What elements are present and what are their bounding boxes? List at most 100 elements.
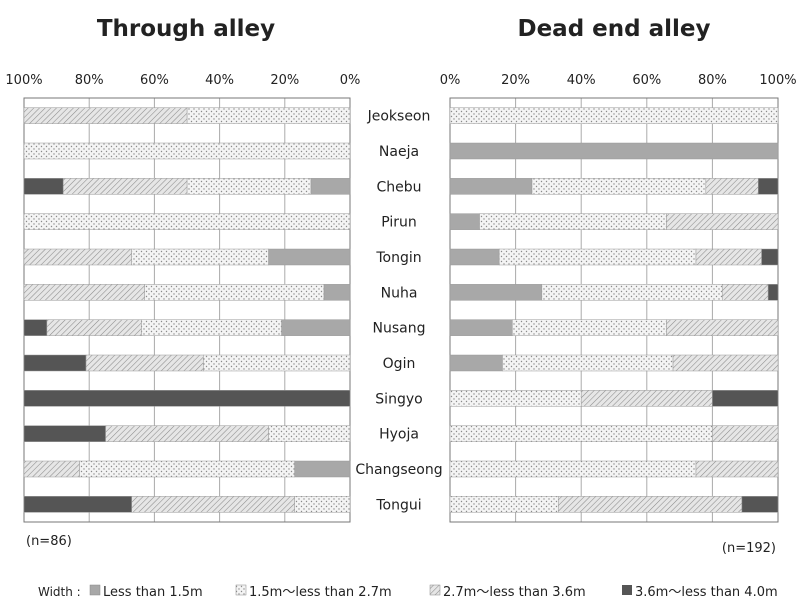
left-bar-changseong-segment-3 bbox=[23, 460, 80, 478]
right-x-tick-label: 0% bbox=[440, 73, 461, 88]
right-bar-tongin-segment-1 bbox=[449, 248, 500, 266]
right-plot-frame bbox=[449, 97, 779, 523]
left-bar-ogin-segment-2 bbox=[203, 354, 351, 372]
right-bar-singyo-segment-2 bbox=[449, 390, 582, 407]
right-bar-singyo-segment-3 bbox=[580, 390, 713, 407]
category-label: Naeja bbox=[379, 144, 419, 160]
left-bar-hyoja-segment-3 bbox=[105, 425, 269, 442]
right-bar-pirun-segment-1 bbox=[449, 213, 480, 230]
category-label: Ogin bbox=[383, 356, 416, 372]
category-label: Pirun bbox=[381, 215, 417, 231]
left-x-tick-label: 100% bbox=[5, 73, 42, 88]
category-label: Changseong bbox=[355, 462, 442, 478]
right-bar-tongin-segment-4 bbox=[761, 248, 779, 266]
left-bar-tongui-segment-3 bbox=[131, 496, 295, 513]
category-labels: Jeokseon Naeja Chebu Pirun Tongin Nuha Nusang O… bbox=[355, 109, 442, 514]
right-n-label: (n=192) bbox=[722, 541, 776, 556]
left-bar-pirun-segment-2 bbox=[23, 213, 351, 230]
left-bar-nusang-segment-3 bbox=[46, 319, 142, 336]
right-x-tick-label: 80% bbox=[698, 73, 727, 88]
right-bar-changseong-segment-3 bbox=[695, 460, 779, 478]
left-bar-nusang-segment-1 bbox=[281, 319, 351, 336]
left-x-tick-label: 20% bbox=[270, 73, 299, 88]
category-label: Hyoja bbox=[379, 427, 419, 443]
right-bar-changseong-segment-2 bbox=[449, 460, 697, 478]
right-bar-pirun-segment-3 bbox=[666, 213, 779, 230]
left-bar-nuha-segment-1 bbox=[323, 284, 351, 301]
left-bar-singyo-segment-4 bbox=[23, 390, 351, 407]
left-bar-hyoja-segment-4 bbox=[23, 425, 106, 442]
right-panel-title: Dead end alley bbox=[517, 16, 710, 42]
left-gridlines bbox=[88, 98, 286, 522]
left-bar-changseong-segment-1 bbox=[294, 460, 351, 478]
right-bar-nusang-segment-1 bbox=[449, 319, 513, 336]
right-bar-nuha-segment-2 bbox=[541, 284, 723, 301]
right-x-tick-label: 40% bbox=[567, 73, 596, 88]
legend-label-4: 3.6m～less than 4.0m bbox=[635, 585, 778, 600]
right-gridlines bbox=[515, 98, 713, 522]
right-bar-chebu-segment-2 bbox=[531, 178, 707, 195]
right-bar-tongui-segment-2 bbox=[449, 496, 559, 513]
right-bar-pirun-segment-2 bbox=[479, 213, 667, 230]
right-bar-tongui-segment-3 bbox=[557, 496, 743, 513]
right-bar-tongui-segment-4 bbox=[741, 496, 779, 513]
right-bar-hyoja-segment-3 bbox=[712, 425, 779, 442]
left-plot-frame bbox=[23, 97, 351, 523]
left-bar-chebu-segment-2 bbox=[186, 178, 312, 195]
left-x-tick-label: 0% bbox=[340, 73, 361, 88]
right-x-tick-label: 100% bbox=[759, 73, 796, 88]
right-bar-singyo-segment-4 bbox=[712, 390, 779, 407]
category-label: Singyo bbox=[375, 391, 422, 407]
left-bar-chebu-segment-1 bbox=[310, 178, 351, 195]
left-panel-title: Through alley bbox=[97, 16, 275, 42]
left-bar-nuha-segment-3 bbox=[23, 284, 145, 301]
legend: Width : Less than 1.5m 1.5m～less than 2.… bbox=[38, 584, 778, 600]
left-bar-chebu-segment-3 bbox=[62, 178, 188, 195]
left-x-tick-label: 60% bbox=[140, 73, 169, 88]
legend-label-1: Less than 1.5m bbox=[103, 585, 203, 600]
category-label: Tongui bbox=[375, 497, 421, 513]
category-label: Jeokseon bbox=[367, 109, 431, 125]
left-bar-tongin-segment-1 bbox=[268, 248, 351, 266]
category-label: Tongin bbox=[375, 250, 421, 266]
right-bar-nusang-segment-2 bbox=[512, 319, 667, 336]
right-bar-nuha-segment-1 bbox=[449, 284, 543, 301]
legend-swatch-2 bbox=[235, 584, 247, 596]
right-bar-chebu-segment-3 bbox=[705, 178, 759, 195]
left-bar-nusang-segment-2 bbox=[141, 319, 282, 336]
left-bar-ogin-segment-3 bbox=[85, 354, 204, 372]
right-x-tick-labels: 0% 20% 40% 60% 80% 100% bbox=[440, 73, 797, 88]
left-bar-nusang-segment-4 bbox=[23, 319, 48, 336]
left-bar-jeokseon-segment-2 bbox=[186, 107, 351, 124]
legend-swatch-4 bbox=[622, 585, 632, 595]
legend-label-3: 2.7m～less than 3.6m bbox=[443, 585, 586, 600]
left-bar-ogin-segment-4 bbox=[23, 354, 87, 372]
legend-swatch-3 bbox=[429, 584, 441, 596]
right-bar-tongin-segment-2 bbox=[498, 248, 697, 266]
category-label: Nuha bbox=[381, 285, 418, 301]
legend-prefix: Width : bbox=[38, 585, 81, 599]
right-bar-jeokseon-segment-2 bbox=[449, 107, 779, 124]
right-bar-ogin-segment-3 bbox=[672, 354, 779, 372]
right-bar-naeja-segment-1 bbox=[449, 142, 779, 160]
left-bar-jeokseon-segment-3 bbox=[23, 107, 188, 124]
left-bar-tongui-segment-2 bbox=[294, 496, 351, 513]
legend-label-2: 1.5m～less than 2.7m bbox=[249, 585, 392, 600]
left-bar-chebu-segment-4 bbox=[23, 178, 64, 195]
left-x-tick-label: 80% bbox=[75, 73, 104, 88]
right-bar-nusang-segment-3 bbox=[666, 319, 779, 336]
right-bar-ogin-segment-2 bbox=[502, 354, 674, 372]
left-bar-tongin-segment-2 bbox=[131, 248, 269, 266]
category-label: Chebu bbox=[376, 179, 421, 195]
left-bar-hyoja-segment-2 bbox=[268, 425, 351, 442]
right-bars bbox=[449, 107, 779, 513]
left-bar-changseong-segment-2 bbox=[79, 460, 295, 478]
right-x-tick-label: 20% bbox=[501, 73, 530, 88]
left-bar-tongui-segment-4 bbox=[23, 496, 132, 513]
right-bar-nuha-segment-4 bbox=[767, 284, 779, 301]
left-x-tick-labels: 100% 80% 60% 40% 20% 0% bbox=[5, 73, 360, 88]
left-bar-nuha-segment-2 bbox=[144, 284, 325, 301]
right-bar-chebu-segment-1 bbox=[449, 178, 533, 195]
